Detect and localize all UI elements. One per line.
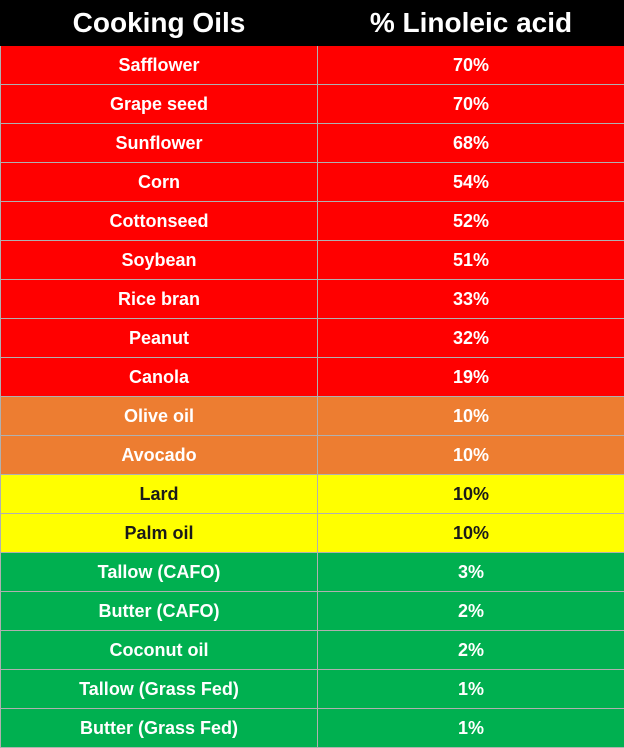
oil-name-cell: Safflower xyxy=(1,46,318,85)
linoleic-percent-cell: 51% xyxy=(318,241,624,280)
oil-name-cell: Sunflower xyxy=(1,124,318,163)
linoleic-percent-cell: 10% xyxy=(318,514,624,553)
table-row: Butter (Grass Fed)1% xyxy=(1,709,624,748)
oil-name-cell: Avocado xyxy=(1,436,318,475)
linoleic-percent-cell: 2% xyxy=(318,631,624,670)
oil-name-cell: Grape seed xyxy=(1,85,318,124)
table-row: Tallow (CAFO)3% xyxy=(1,553,624,592)
linoleic-percent-cell: 3% xyxy=(318,553,624,592)
table-row: Butter (CAFO)2% xyxy=(1,592,624,631)
oil-name-cell: Palm oil xyxy=(1,514,318,553)
oil-name-cell: Butter (Grass Fed) xyxy=(1,709,318,748)
oil-name-cell: Butter (CAFO) xyxy=(1,592,318,631)
oil-name-cell: Tallow (CAFO) xyxy=(1,553,318,592)
linoleic-percent-cell: 1% xyxy=(318,670,624,709)
oil-name-cell: Rice bran xyxy=(1,280,318,319)
linoleic-percent-cell: 10% xyxy=(318,436,624,475)
linoleic-percent-cell: 70% xyxy=(318,46,624,85)
linoleic-percent-cell: 10% xyxy=(318,397,624,436)
column-header-linoleic: % Linoleic acid xyxy=(318,1,624,46)
linoleic-percent-cell: 32% xyxy=(318,319,624,358)
oil-name-cell: Tallow (Grass Fed) xyxy=(1,670,318,709)
linoleic-percent-cell: 10% xyxy=(318,475,624,514)
linoleic-percent-cell: 52% xyxy=(318,202,624,241)
oil-name-cell: Corn xyxy=(1,163,318,202)
linoleic-percent-cell: 33% xyxy=(318,280,624,319)
oil-name-cell: Lard xyxy=(1,475,318,514)
column-header-oil: Cooking Oils xyxy=(1,1,318,46)
oil-name-cell: Cottonseed xyxy=(1,202,318,241)
table-header: Cooking Oils % Linoleic acid xyxy=(1,1,624,46)
linoleic-percent-cell: 54% xyxy=(318,163,624,202)
linoleic-percent-cell: 68% xyxy=(318,124,624,163)
oil-name-cell: Coconut oil xyxy=(1,631,318,670)
oil-name-cell: Olive oil xyxy=(1,397,318,436)
oil-name-cell: Canola xyxy=(1,358,318,397)
linoleic-percent-cell: 1% xyxy=(318,709,624,748)
oil-name-cell: Soybean xyxy=(1,241,318,280)
linoleic-percent-cell: 2% xyxy=(318,592,624,631)
linoleic-percent-cell: 19% xyxy=(318,358,624,397)
header-row: Cooking Oils % Linoleic acid xyxy=(1,1,624,46)
oil-name-cell: Peanut xyxy=(1,319,318,358)
table-row: Tallow (Grass Fed)1% xyxy=(1,670,624,709)
linoleic-percent-cell: 70% xyxy=(318,85,624,124)
